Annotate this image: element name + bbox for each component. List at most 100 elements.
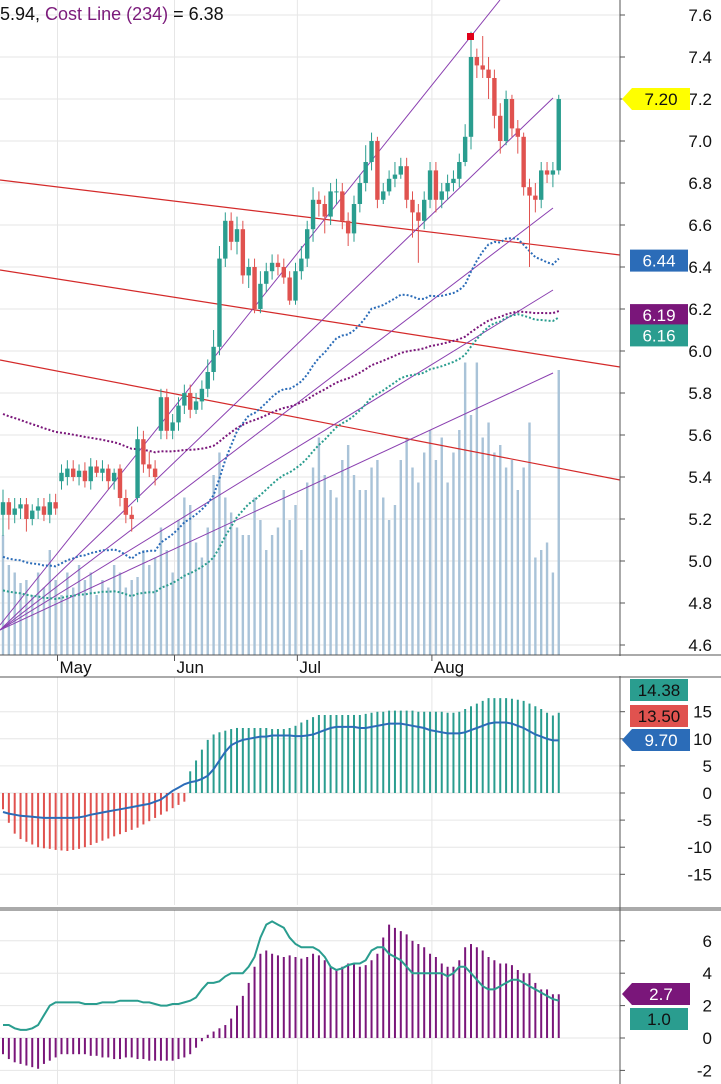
y-tick-label: 6.6 bbox=[688, 216, 712, 235]
volume-bar bbox=[66, 572, 69, 655]
panel-3-histogram bbox=[2, 920, 560, 1069]
volume-bar bbox=[364, 490, 367, 655]
candle-body bbox=[123, 498, 129, 515]
candle-body bbox=[170, 422, 175, 431]
volume-bar bbox=[311, 467, 315, 655]
y-tick-label: 5.4 bbox=[688, 468, 712, 487]
y-tick-label: 5 bbox=[703, 757, 712, 776]
volume-bar bbox=[19, 583, 22, 655]
candle-body bbox=[258, 283, 263, 309]
volume-bar bbox=[329, 490, 332, 655]
volume-bar bbox=[434, 460, 438, 655]
candle-body bbox=[509, 99, 515, 129]
candle-body bbox=[135, 439, 140, 498]
volume-bar bbox=[112, 565, 116, 655]
volume-bar bbox=[72, 587, 75, 655]
candle-body bbox=[111, 472, 117, 482]
candle-body bbox=[275, 262, 281, 267]
volume-bar bbox=[376, 460, 379, 655]
candle-body bbox=[252, 267, 257, 309]
volume-bar bbox=[31, 595, 34, 655]
candle-body bbox=[544, 170, 550, 175]
candle-body bbox=[117, 468, 123, 498]
candle-body bbox=[404, 166, 409, 200]
panel-2-tag: 9.70 bbox=[644, 731, 677, 750]
candle-body bbox=[422, 199, 427, 221]
volume-bar bbox=[487, 422, 490, 655]
y-tick-label: -2 bbox=[697, 1061, 712, 1080]
candle-body bbox=[556, 99, 561, 171]
candle-body bbox=[246, 267, 251, 276]
y-tick-label: 4.8 bbox=[688, 594, 712, 613]
volume-bar bbox=[212, 475, 215, 655]
y-tick-label: -10 bbox=[687, 838, 712, 857]
volume-bar bbox=[165, 550, 168, 655]
candle-body bbox=[141, 439, 146, 465]
volume-bar bbox=[130, 580, 133, 655]
volume-bar bbox=[177, 520, 180, 655]
indicator-tag: 6.19 bbox=[642, 306, 675, 325]
y-tick-label: 5.8 bbox=[688, 384, 712, 403]
volume-bar bbox=[411, 467, 414, 655]
volume-bar bbox=[1, 535, 5, 655]
panel-3-tag: 1.0 bbox=[647, 1010, 671, 1029]
volume-bar bbox=[159, 527, 163, 655]
fan-line bbox=[0, 207, 554, 631]
candle-body bbox=[480, 65, 485, 70]
candle-body bbox=[539, 170, 544, 200]
candle-body bbox=[71, 468, 76, 477]
volume-bar bbox=[54, 580, 57, 655]
candle-body bbox=[281, 267, 286, 278]
candle-body bbox=[18, 504, 23, 509]
volume-bar bbox=[259, 520, 262, 655]
y-axis: 7.6 7.4 7.2 7.0 6.8 6.6 6.4 6.2 6.0 5.8 5.6 5.4 5.2 5… bbox=[620, 6, 712, 1080]
volume-bar bbox=[95, 595, 98, 655]
volume-bar bbox=[194, 542, 198, 655]
volume-bar bbox=[393, 505, 397, 655]
y-tick-label: 5.2 bbox=[688, 510, 712, 529]
volume-bar bbox=[446, 482, 449, 655]
volume-bar bbox=[458, 430, 461, 655]
volume-bar bbox=[36, 572, 40, 655]
y-tick-label: 7.0 bbox=[688, 132, 712, 151]
volume-bar bbox=[545, 542, 549, 655]
y-tick-label: 4.6 bbox=[688, 636, 712, 655]
candle-body bbox=[240, 229, 246, 276]
candle-body bbox=[269, 262, 275, 272]
volume-bar bbox=[241, 535, 245, 655]
candle-body bbox=[351, 204, 357, 234]
panel-2-histogram bbox=[2, 698, 560, 851]
volume-bar bbox=[352, 475, 356, 655]
x-axis: May Jun Jul Aug bbox=[57, 655, 464, 677]
candle-body bbox=[427, 170, 433, 200]
indicator-tag-background bbox=[630, 249, 688, 272]
x-tick-label: Aug bbox=[434, 658, 464, 677]
volume-bar bbox=[124, 587, 128, 655]
candle-body bbox=[88, 466, 93, 482]
candle-body bbox=[12, 508, 17, 515]
trend-line bbox=[0, 359, 621, 481]
volume-bar bbox=[107, 587, 110, 655]
candle-body bbox=[527, 187, 532, 196]
y-tick-label: -5 bbox=[697, 811, 712, 830]
panel-2-tag-background bbox=[630, 705, 688, 727]
volume-bar bbox=[382, 497, 385, 655]
volume-bar bbox=[48, 550, 51, 655]
volume-bar bbox=[481, 437, 484, 655]
y-tick-label: 6.2 bbox=[688, 300, 712, 319]
y-tick-label: 6.4 bbox=[688, 258, 712, 277]
y-tick-label: 0 bbox=[703, 1029, 712, 1048]
candle-body bbox=[264, 271, 269, 284]
x-tick-label: May bbox=[60, 658, 93, 677]
panel-3-tag-background bbox=[622, 983, 690, 1005]
fan-line bbox=[0, 289, 554, 631]
candle-body bbox=[6, 502, 12, 515]
y-tick-label: 0 bbox=[703, 784, 712, 803]
candle-body bbox=[299, 258, 304, 272]
volume-bar bbox=[423, 452, 426, 655]
volume-bar bbox=[142, 550, 145, 655]
volume-bar bbox=[323, 475, 326, 655]
signal-line bbox=[3, 920, 560, 1031]
volume-bar bbox=[300, 550, 303, 655]
